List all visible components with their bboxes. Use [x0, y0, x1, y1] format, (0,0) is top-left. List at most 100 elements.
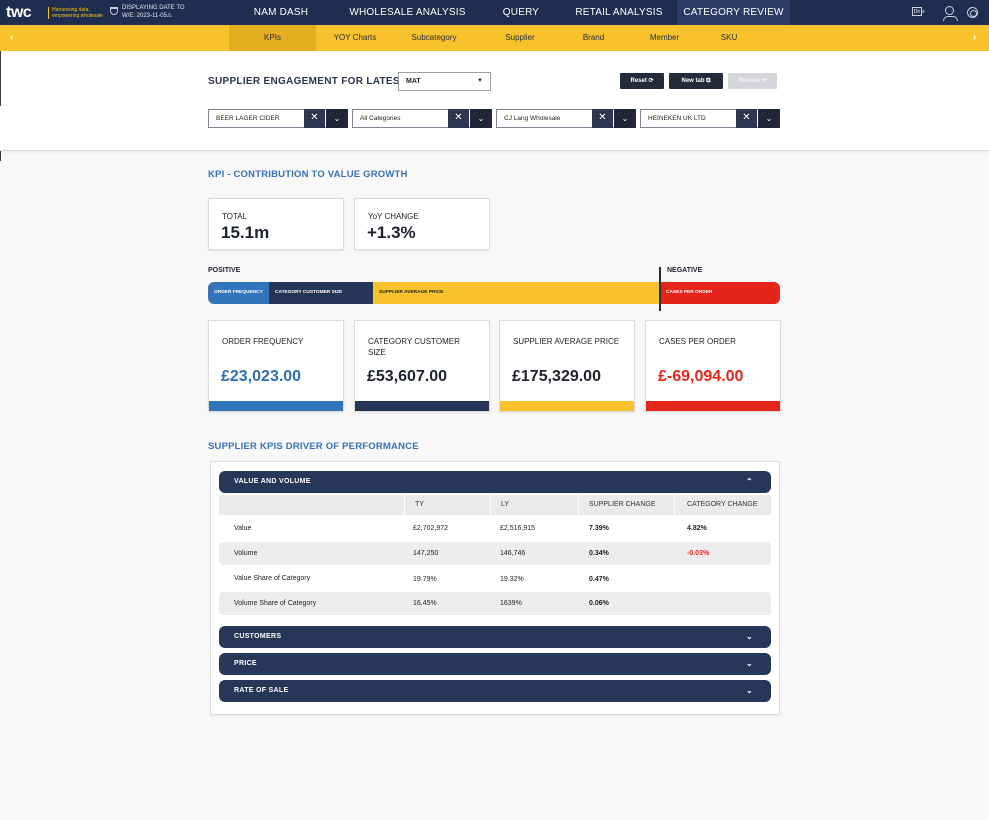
- date-caption: DISPLAYING DATE TO: [122, 5, 185, 11]
- kpi-label: TOTAL: [222, 212, 248, 221]
- table-header-metric: [219, 495, 404, 515]
- positive-negative-divider: [659, 267, 661, 311]
- nav-query[interactable]: QUERY: [502, 7, 540, 18]
- caret-down-icon: ▼: [477, 78, 483, 84]
- chip-label: HEINEKEN UK LTD: [648, 115, 706, 122]
- row-ty: £2,702,972: [413, 525, 449, 532]
- row-ly: 19.32%: [500, 576, 524, 583]
- period-select[interactable]: MAT ▼: [398, 72, 491, 91]
- table-row: Value Share of Category 19.79% 19.32% 0.…: [219, 567, 771, 590]
- filter-chip-wholesaler: CJ Lang Wholesale ✕ ⌄: [496, 109, 636, 128]
- new-tab-button[interactable]: New tab ⧉: [669, 73, 723, 89]
- logo-tagline: Harnessing data, empowering wholesale: [48, 7, 106, 19]
- tab-sku[interactable]: SKU: [720, 33, 738, 42]
- row-metric: Volume Share of Category: [234, 600, 317, 607]
- filter-panel: [0, 51, 989, 151]
- row-metric: Value: [234, 525, 252, 532]
- driver-card-supplier-average-price: SUPPLIER AVERAGE PRICE £175,329.00: [499, 320, 635, 412]
- positive-label: POSITIVE: [208, 267, 241, 274]
- user-icon[interactable]: [943, 6, 958, 21]
- chevron-down-icon[interactable]: ⌄: [758, 109, 780, 128]
- accordion-value-and-volume[interactable]: VALUE AND VOLUME ⌃: [219, 471, 771, 493]
- tab-supplier[interactable]: Supplier: [505, 33, 535, 42]
- chevron-down-icon[interactable]: ⌄: [745, 659, 753, 668]
- chevron-down-icon[interactable]: ⌄: [745, 686, 753, 695]
- kpi-label: YoY CHANGE: [368, 212, 419, 221]
- chevron-left-icon[interactable]: ‹: [10, 32, 14, 43]
- contribution-segment-supplier-average-price: SUPPLIER AVERAGE PRICE: [373, 282, 660, 304]
- row-ty: 16.45%: [413, 600, 437, 607]
- period-value: MAT: [406, 78, 421, 85]
- row-metric: Volume: [234, 550, 258, 557]
- chevron-down-icon[interactable]: ⌄: [614, 109, 636, 128]
- chevron-down-icon[interactable]: ⌄: [745, 632, 753, 641]
- nav-category-review[interactable]: CATEGORY REVIEW: [677, 0, 790, 25]
- kpi-section-title: KPI - CONTRIBUTION TO VALUE GROWTH: [208, 169, 408, 180]
- negative-label: NEGATIVE: [667, 267, 703, 274]
- chevron-up-icon[interactable]: ⌃: [745, 477, 753, 486]
- nav-nam-dash[interactable]: NAM DASH: [253, 7, 309, 18]
- accordion-title: VALUE AND VOLUME: [234, 478, 311, 485]
- row-ly: 146,746: [500, 550, 526, 557]
- table-header-category-change: CATEGORY CHANGE: [675, 495, 771, 515]
- refresh-button[interactable]: Refresh ⟳: [728, 73, 777, 89]
- tab-brand[interactable]: Brand: [582, 33, 605, 42]
- clear-icon[interactable]: ✕: [736, 109, 757, 128]
- contribution-segment-category-customer-size: CATEGORY CUSTOMER SIZE: [269, 282, 373, 304]
- accordion-title: CUSTOMERS: [234, 633, 282, 640]
- tab-yoy-charts[interactable]: YOY Charts: [333, 33, 377, 42]
- driver-value: £23,023.00: [221, 368, 302, 385]
- kpi-card-yoy-change: YoY CHANGE +1.3%: [354, 198, 490, 250]
- nav-retail-analysis[interactable]: RETAIL ANALYSIS: [575, 7, 663, 18]
- row-supplier-change: 7.39%: [589, 525, 609, 532]
- chevron-down-icon[interactable]: ⌄: [326, 109, 348, 128]
- driver-label: SUPPLIER AVERAGE PRICE: [513, 337, 620, 346]
- accordion-title: RATE OF SALE: [234, 687, 289, 694]
- tab-member[interactable]: Member: [649, 33, 680, 42]
- row-ly: £2,516,915: [500, 525, 536, 532]
- table-row: Volume Share of Category 16.45% 1639% 0.…: [219, 592, 771, 615]
- table-row: Value £2,702,972 £2,516,915 7.39% 4.82%: [219, 517, 771, 540]
- chip-label: BEER LAGER CIDER: [216, 115, 280, 122]
- date-value: W/E: 2023-11-05: [122, 13, 167, 19]
- kpi-card-total: TOTAL 15.1m: [208, 198, 344, 250]
- driver-label: ORDER FREQUENCY: [222, 337, 304, 346]
- table-header-supplier-change: SUPPLIER CHANGE: [579, 495, 674, 515]
- accordion-price[interactable]: PRICE ⌄: [219, 653, 771, 675]
- driver-label: CASES PER ORDER: [659, 337, 736, 346]
- filter-chip-subcategory: All Categories ✕ ⌄: [352, 109, 492, 128]
- table-header-ty: TY: [405, 495, 490, 515]
- chip-label: CJ Lang Wholesale: [504, 115, 561, 122]
- row-supplier-change: 0.47%: [589, 576, 609, 583]
- edge-divider: [0, 51, 1, 106]
- driver-color-strip: [500, 401, 634, 411]
- settings-icon[interactable]: [967, 7, 978, 18]
- date-display: DISPLAYING DATE TO W/E: 2023-11-05⚠: [110, 4, 185, 20]
- reset-button[interactable]: Reset ⟳: [620, 73, 664, 89]
- kpi-value: +1.3%: [367, 223, 416, 242]
- driver-card-cases-per-order: CASES PER ORDER £-69,094.00: [645, 320, 781, 412]
- sub-navigation-bar: ‹ KPIs YOY Charts Subcategory Supplier B…: [0, 25, 989, 51]
- directory-icon[interactable]: Dir ≡: [912, 7, 925, 16]
- driver-color-strip: [646, 401, 780, 411]
- driver-value: £175,329.00: [512, 368, 601, 385]
- accordion-rate-of-sale[interactable]: RATE OF SALE ⌄: [219, 680, 771, 702]
- clear-icon[interactable]: ✕: [304, 109, 325, 128]
- chevron-right-icon[interactable]: ›: [973, 32, 977, 43]
- row-category-change: -0.03%: [687, 550, 710, 557]
- twc-logo[interactable]: twc: [6, 4, 32, 21]
- top-navigation-bar: twc Harnessing data, empowering wholesal…: [0, 0, 989, 25]
- filter-icon: [110, 7, 118, 15]
- tab-kpis[interactable]: KPIs: [229, 25, 316, 51]
- accordion-customers[interactable]: CUSTOMERS ⌄: [219, 626, 771, 648]
- accordion-title: PRICE: [234, 660, 257, 667]
- contribution-segment-order-frequency: ORDER FREQUENCY: [208, 282, 269, 304]
- clear-icon[interactable]: ✕: [592, 109, 613, 128]
- chip-label: All Categories: [360, 115, 401, 122]
- chevron-down-icon[interactable]: ⌄: [470, 109, 492, 128]
- clear-icon[interactable]: ✕: [448, 109, 469, 128]
- tab-subcategory[interactable]: Subcategory: [411, 33, 457, 42]
- driver-color-strip: [355, 401, 489, 411]
- table-header-ly: LY: [491, 495, 578, 515]
- nav-wholesale-analysis[interactable]: WHOLESALE ANALYSIS: [349, 7, 466, 18]
